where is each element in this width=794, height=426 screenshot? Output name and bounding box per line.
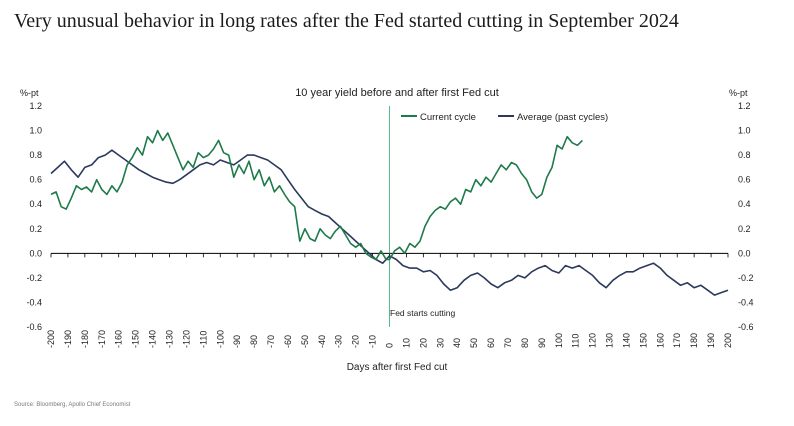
x-tick-label: 80: [520, 338, 530, 348]
x-tick-label: 40: [452, 338, 462, 348]
y-tick-label-right: 0.0: [738, 248, 751, 258]
x-tick-label: 90: [537, 338, 547, 348]
x-tick-label: 120: [588, 333, 598, 348]
x-tick-label: 180: [689, 333, 699, 348]
x-tick-label: -190: [63, 330, 73, 348]
source-note: Source: Bloomberg, Apollo Chief Economis…: [14, 402, 131, 408]
y-tick-label-right: 0.2: [738, 224, 751, 234]
x-tick-label: 20: [418, 338, 428, 348]
y-tick-label-left: -0.4: [26, 297, 42, 307]
x-tick-label: 50: [469, 338, 479, 348]
x-tick-label: -70: [266, 335, 276, 348]
y-tick-label-left: -0.6: [26, 322, 42, 332]
x-tick-label: -10: [368, 335, 378, 348]
y-tick-label-left: 0.8: [29, 150, 42, 160]
x-tick-label: -50: [300, 335, 310, 348]
x-tick-label: -180: [80, 330, 90, 348]
y-tick-label-right: 0.4: [738, 199, 751, 209]
x-tick-label: 100: [554, 333, 564, 348]
x-tick-label: -110: [198, 331, 208, 348]
x-tick-label: -160: [114, 330, 124, 348]
legend: Current cycle Average (past cycles): [401, 112, 608, 123]
x-tick-label: -120: [181, 330, 191, 348]
x-tick-label: -30: [334, 335, 344, 348]
legend-label-current: Current cycle: [420, 112, 476, 123]
x-tick-label: 30: [435, 338, 445, 348]
legend-label-average: Average (past cycles): [517, 112, 608, 123]
chart-title: 10 year yield before and after first Fed…: [295, 87, 499, 99]
x-tick-label: -200: [46, 330, 56, 348]
x-tick-label: 140: [621, 333, 631, 348]
x-tick-label: -40: [317, 335, 327, 348]
x-tick-label: 0: [385, 343, 395, 348]
series-line-average-past-cycles: [50, 149, 729, 296]
y-tick-label-right: 0.6: [738, 175, 751, 185]
y-tick-label-right: 0.8: [738, 150, 751, 160]
x-tick-label: -80: [249, 335, 259, 348]
y-tick-label-right: -0.2: [738, 273, 754, 283]
x-tick-label: -150: [131, 330, 141, 348]
page-headline: Very unusual behavior in long rates afte…: [14, 10, 679, 32]
x-tick-label: -100: [215, 330, 225, 348]
x-tick-label: 150: [638, 333, 648, 348]
y-axis-label-right: %-pt: [729, 88, 748, 98]
x-tick-label: -20: [351, 335, 361, 348]
x-tick-label: 60: [486, 338, 496, 348]
y-tick-label-left: 0.2: [29, 224, 42, 234]
x-tick-label: -170: [97, 330, 107, 348]
x-tick-label: -90: [232, 335, 242, 348]
y-tick-label-left: 0.4: [29, 199, 42, 209]
y-tick-label-left: -0.2: [26, 273, 42, 283]
y-tick-label-right: 1.2: [738, 101, 751, 111]
x-tick-label: -60: [283, 335, 293, 348]
y-tick-label-right: -0.6: [738, 322, 754, 332]
axes: 1.2 1.2 1.0 1.0 0.8 0.8 0.6 0.6 0.4 0.4 0.2 0.2 0.0 0…: [26, 101, 753, 348]
y-tick-label-right: 1.0: [738, 126, 751, 136]
y-tick-label-left: 1.2: [29, 101, 42, 111]
y-tick-label-left: 0.0: [29, 248, 42, 258]
x-tick-label: 190: [706, 333, 716, 348]
x-tick-label: 200: [723, 333, 733, 348]
x-axis-label: Days after first Fed cut: [347, 362, 448, 373]
y-tick-label-right: -0.4: [738, 297, 754, 307]
y-tick-label-left: 0.6: [29, 175, 42, 185]
x-tick-label: 130: [605, 333, 615, 348]
x-tick-label: -140: [148, 330, 158, 348]
annotation-fed-starts-cutting: Fed starts cutting: [390, 308, 455, 318]
x-tick-label: 10: [401, 338, 411, 348]
x-tick-label: 70: [503, 338, 513, 348]
x-tick-label: 110: [571, 334, 581, 348]
y-tick-label-left: 1.0: [29, 126, 42, 136]
series-line-current-cycle: [50, 129, 583, 261]
x-tick-label: 170: [672, 333, 682, 348]
x-tick-label: 160: [655, 333, 665, 348]
plot-area: [50, 129, 729, 296]
y-axis-label-left: %-pt: [20, 88, 39, 98]
x-tick-label: -130: [164, 330, 174, 348]
